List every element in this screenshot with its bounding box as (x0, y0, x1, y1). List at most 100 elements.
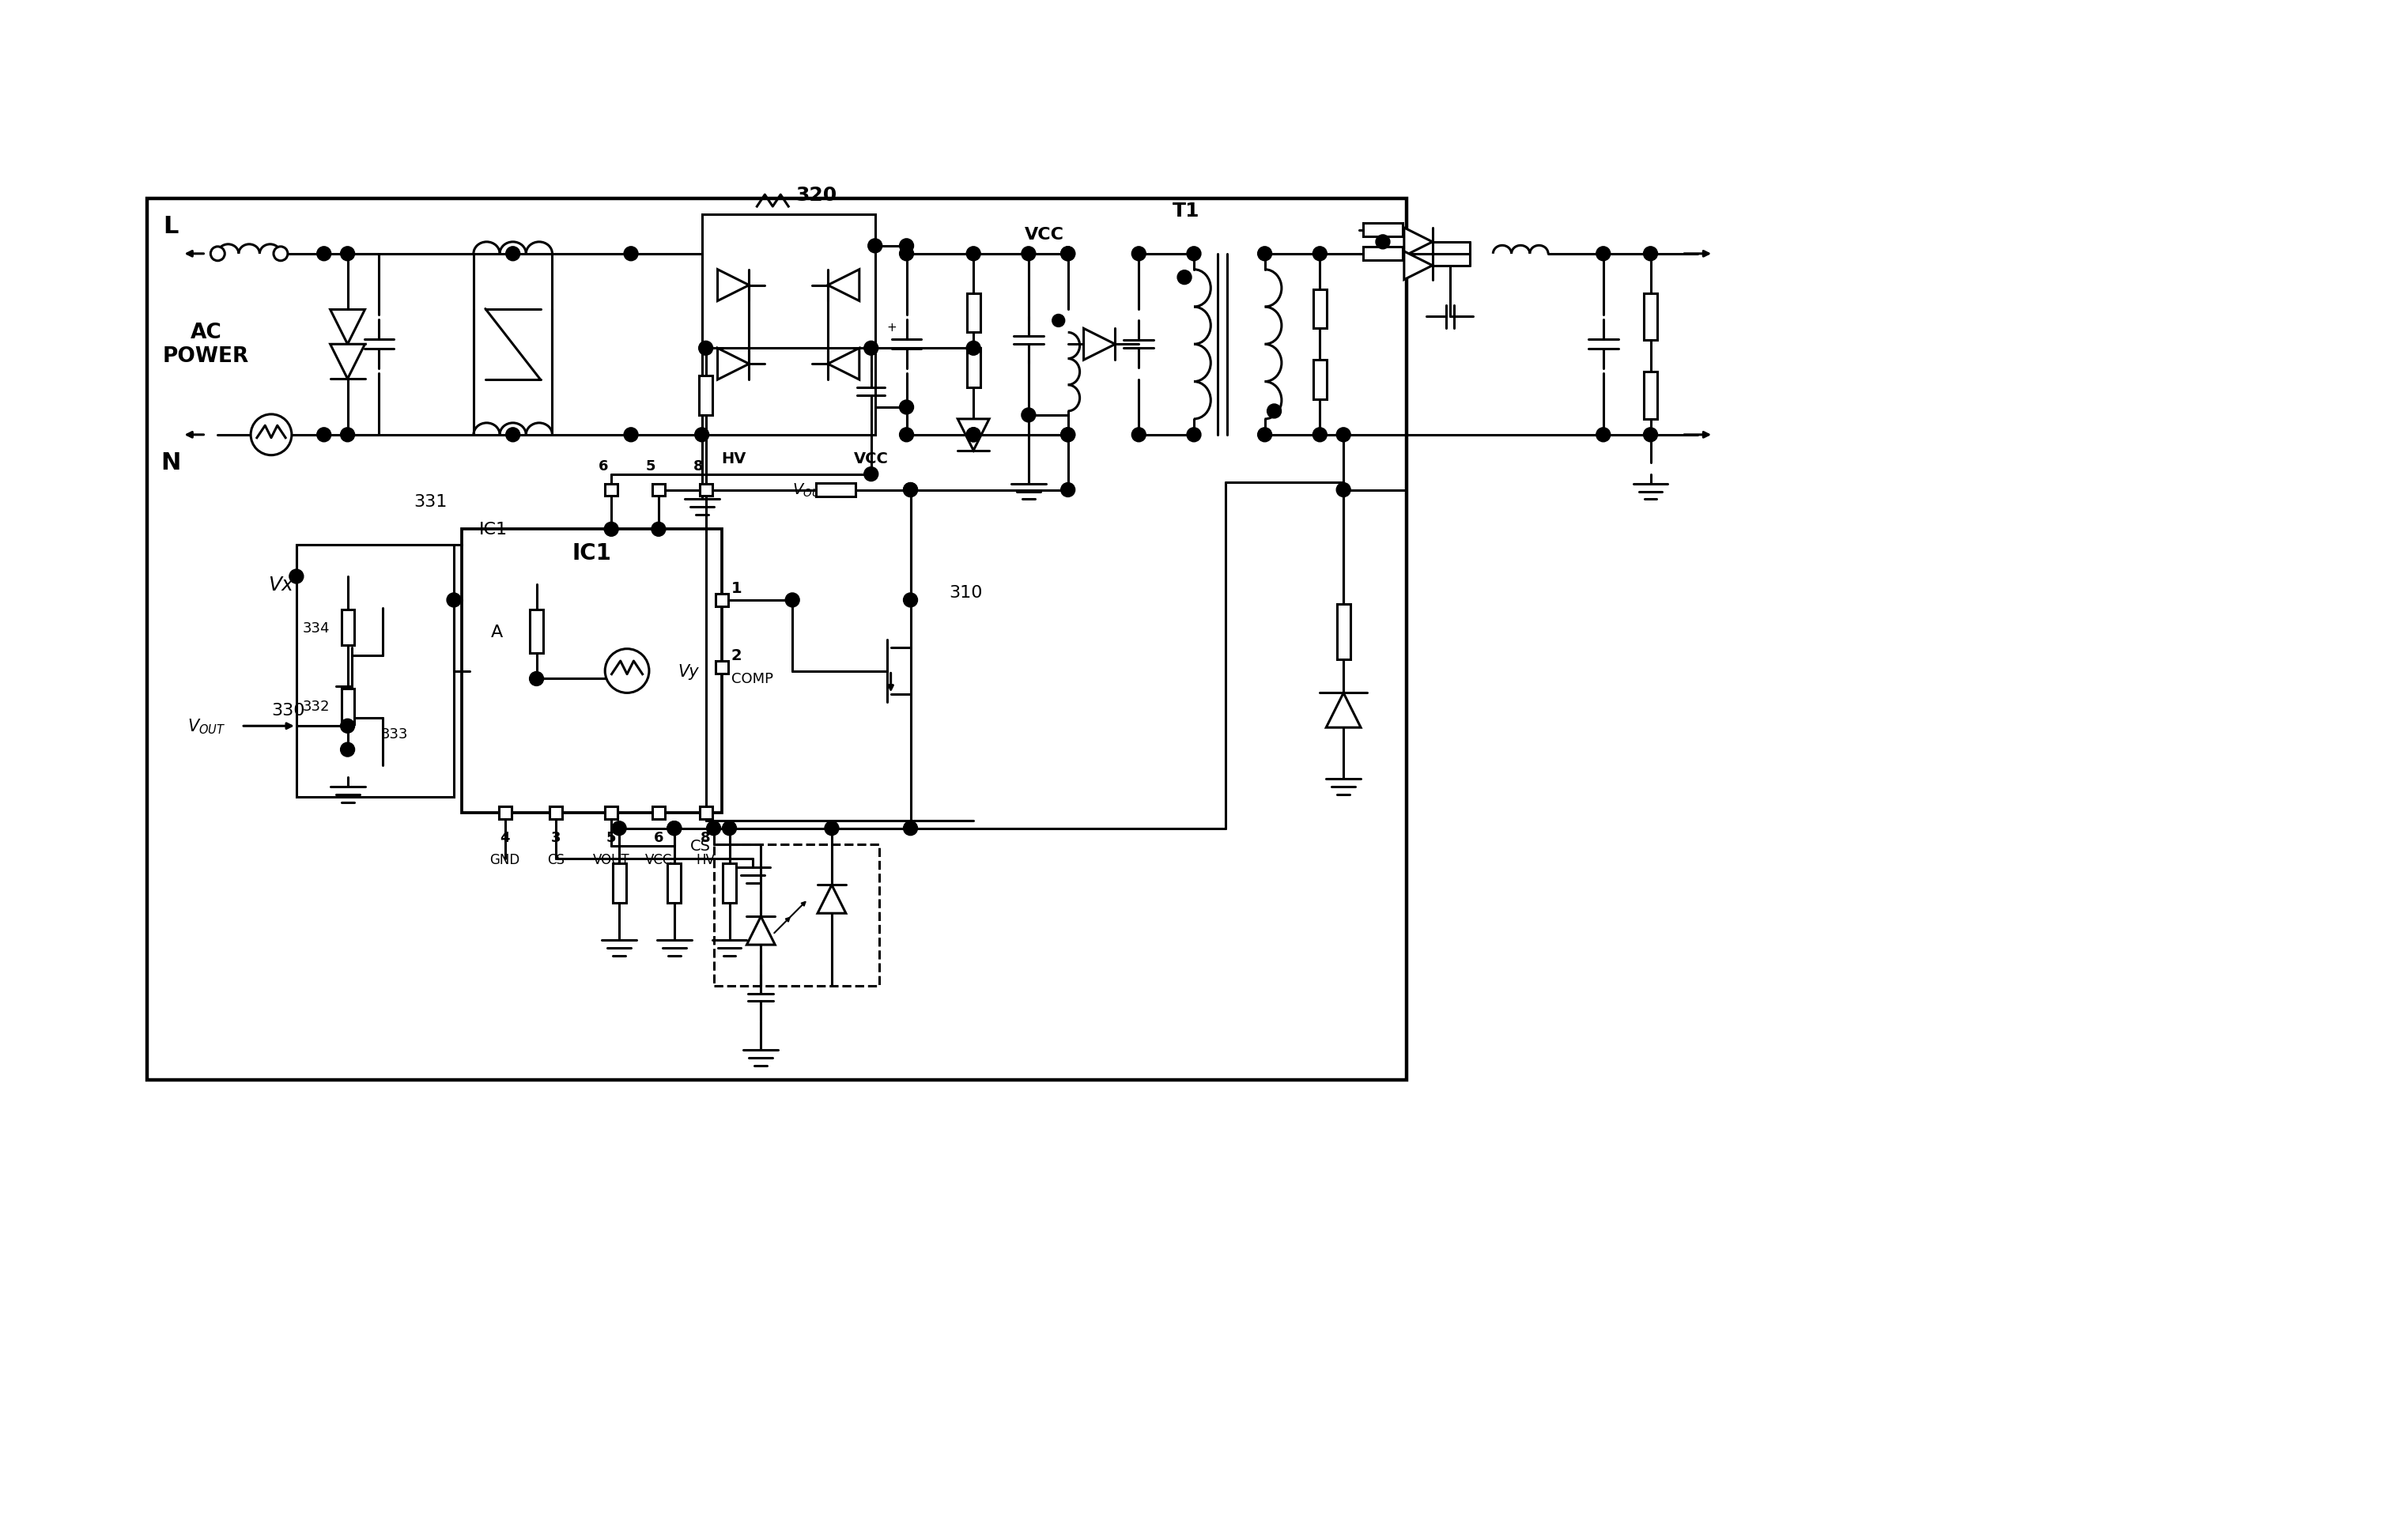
Circle shape (1060, 428, 1074, 442)
Circle shape (604, 650, 649, 693)
Text: 331: 331 (413, 494, 446, 510)
Text: HV: HV (721, 451, 747, 467)
Circle shape (1177, 271, 1191, 285)
Circle shape (1642, 428, 1657, 442)
Bar (1645, 373, 1657, 419)
Text: 4: 4 (501, 830, 511, 844)
Polygon shape (329, 345, 365, 379)
Bar (699, 376, 711, 416)
Text: VOUT: VOUT (592, 852, 630, 867)
Circle shape (611, 821, 625, 836)
Circle shape (668, 821, 680, 836)
Circle shape (623, 248, 637, 262)
Circle shape (1337, 484, 1351, 497)
Circle shape (317, 248, 332, 262)
Polygon shape (718, 270, 750, 302)
Text: 8: 8 (692, 459, 702, 473)
Bar (1337, 604, 1351, 659)
Circle shape (210, 248, 224, 262)
Text: IC1: IC1 (573, 542, 611, 564)
Bar (816, 484, 855, 497)
Circle shape (1597, 248, 1611, 262)
Circle shape (341, 248, 356, 262)
Bar (613, 864, 625, 904)
Circle shape (1313, 248, 1327, 262)
Text: T1: T1 (1172, 202, 1201, 220)
Bar (296, 545, 454, 798)
Bar (461, 530, 721, 813)
Circle shape (1022, 248, 1036, 262)
Bar (714, 844, 878, 986)
Circle shape (869, 239, 883, 254)
Text: AC
POWER: AC POWER (162, 322, 248, 367)
Text: 330: 330 (272, 702, 306, 719)
Circle shape (668, 821, 680, 836)
Circle shape (1053, 314, 1065, 328)
Bar (549, 807, 563, 819)
Bar (1645, 294, 1657, 340)
Text: 6: 6 (654, 830, 664, 844)
Circle shape (967, 248, 981, 262)
Polygon shape (329, 310, 365, 345)
Circle shape (530, 671, 544, 687)
Circle shape (864, 468, 878, 482)
Bar (668, 864, 680, 904)
Text: COMP: COMP (730, 671, 773, 687)
Bar (699, 807, 711, 819)
Circle shape (707, 821, 721, 836)
Circle shape (1313, 428, 1327, 442)
Bar (604, 484, 618, 496)
Bar (530, 610, 544, 653)
Text: 5: 5 (606, 830, 616, 844)
Bar (549, 807, 563, 819)
Text: 5: 5 (647, 459, 656, 473)
Circle shape (1375, 236, 1389, 249)
Circle shape (1258, 248, 1272, 262)
Polygon shape (1404, 228, 1432, 257)
Circle shape (1060, 484, 1074, 497)
Circle shape (341, 428, 356, 442)
Bar (652, 484, 666, 496)
Circle shape (289, 570, 303, 584)
Circle shape (902, 484, 917, 497)
Circle shape (652, 522, 666, 537)
Bar (604, 807, 618, 819)
Text: N: N (160, 451, 181, 474)
Text: 320: 320 (795, 186, 838, 205)
Polygon shape (957, 419, 988, 451)
Bar (604, 807, 618, 819)
Text: 334: 334 (303, 621, 329, 634)
Circle shape (1060, 428, 1074, 442)
Polygon shape (828, 348, 859, 380)
Bar (341, 688, 353, 724)
Text: L: L (162, 216, 179, 239)
Bar (652, 807, 666, 819)
Bar (967, 294, 981, 333)
Polygon shape (747, 916, 776, 946)
Text: 333: 333 (382, 727, 408, 741)
Text: CS: CS (547, 852, 566, 867)
Circle shape (1337, 428, 1351, 442)
Polygon shape (819, 885, 845, 913)
Circle shape (251, 414, 291, 456)
Text: 310: 310 (948, 585, 983, 601)
Circle shape (1022, 408, 1036, 422)
Circle shape (604, 522, 618, 537)
Circle shape (446, 593, 461, 608)
Circle shape (506, 248, 520, 262)
Polygon shape (1084, 330, 1115, 360)
Bar (1313, 290, 1327, 330)
Bar (499, 807, 511, 819)
Text: Vx: Vx (267, 576, 294, 594)
Text: 2: 2 (730, 648, 742, 664)
Circle shape (864, 342, 878, 356)
Bar (341, 610, 353, 645)
Circle shape (1131, 428, 1146, 442)
Text: +: + (888, 322, 898, 334)
Bar (716, 594, 728, 607)
Circle shape (506, 428, 520, 442)
Circle shape (1060, 248, 1074, 262)
Circle shape (1267, 405, 1282, 419)
Circle shape (900, 400, 914, 414)
Text: 3: 3 (551, 830, 561, 844)
